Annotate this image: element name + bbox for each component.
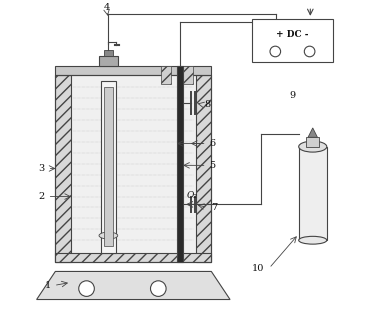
- Polygon shape: [308, 128, 318, 137]
- Polygon shape: [37, 271, 230, 300]
- Bar: [252, 19, 333, 62]
- Circle shape: [79, 281, 94, 296]
- Bar: [196, 75, 211, 262]
- Bar: [299, 147, 327, 240]
- Ellipse shape: [299, 236, 327, 244]
- Bar: [55, 75, 71, 262]
- Ellipse shape: [299, 141, 327, 152]
- Text: + DC -: + DC -: [276, 30, 309, 38]
- Text: 7: 7: [211, 203, 217, 212]
- Text: 1: 1: [44, 281, 51, 290]
- Text: 9: 9: [290, 91, 296, 100]
- Ellipse shape: [99, 232, 118, 239]
- Bar: [161, 66, 171, 84]
- Bar: [100, 81, 116, 253]
- Circle shape: [304, 46, 315, 57]
- Bar: [177, 66, 183, 262]
- Text: 6: 6: [209, 139, 215, 148]
- Text: 2: 2: [38, 192, 44, 201]
- Bar: [55, 253, 211, 262]
- Circle shape: [150, 281, 166, 296]
- Bar: [99, 56, 118, 66]
- Text: O₂: O₂: [187, 191, 198, 199]
- Bar: [55, 75, 211, 262]
- Text: 8: 8: [205, 100, 211, 109]
- Text: 3: 3: [38, 164, 44, 173]
- Bar: [183, 66, 193, 84]
- Circle shape: [270, 46, 280, 57]
- Text: 10: 10: [252, 264, 264, 273]
- Bar: [71, 75, 196, 253]
- Text: 5: 5: [209, 161, 215, 170]
- Bar: [307, 137, 319, 147]
- Bar: [55, 66, 211, 75]
- Bar: [104, 50, 113, 56]
- Text: 4: 4: [104, 3, 110, 12]
- Bar: [104, 87, 113, 246]
